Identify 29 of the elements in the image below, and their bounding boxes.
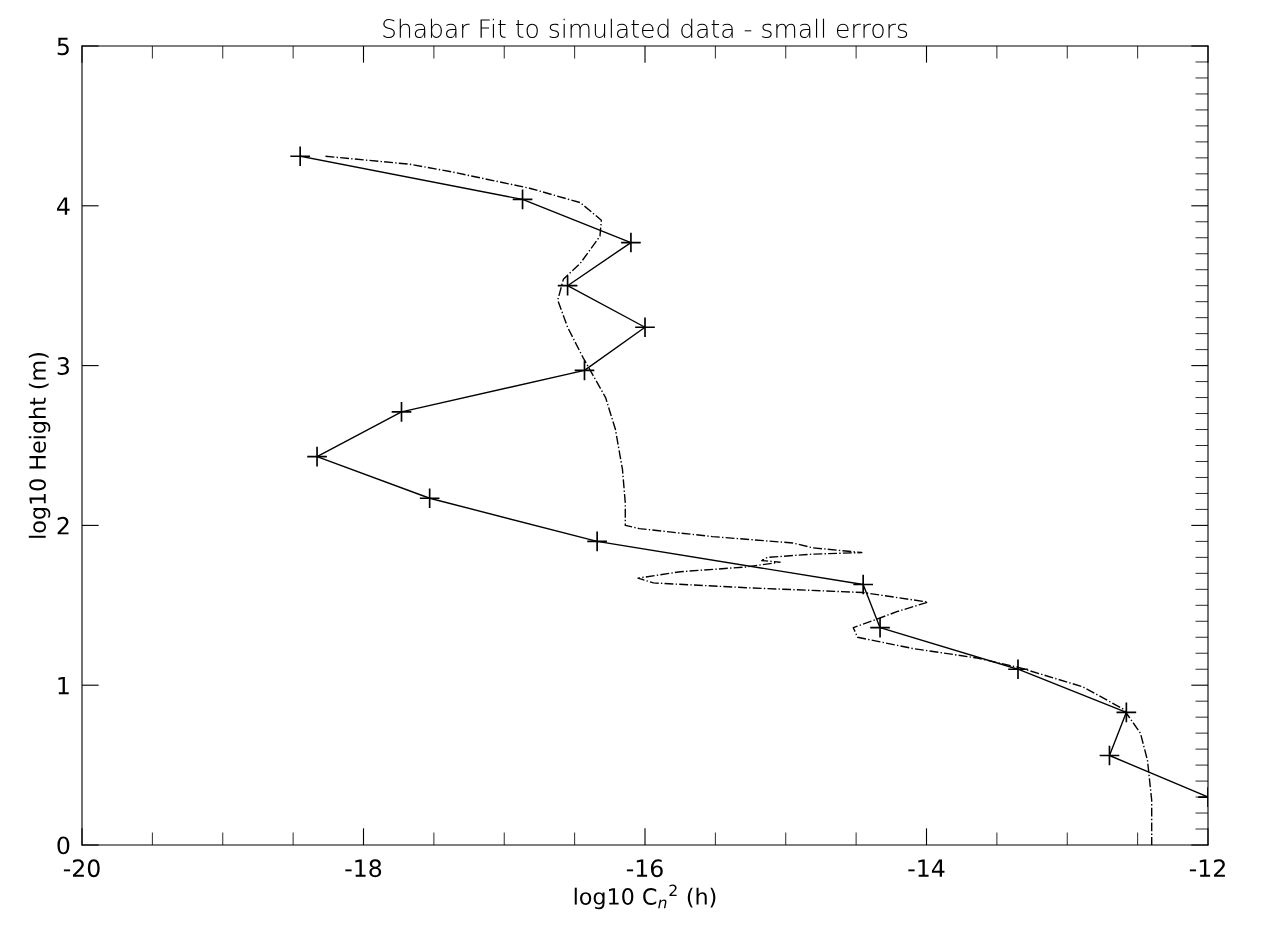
point bbox=[390, 401, 413, 423]
point bbox=[1007, 658, 1029, 680]
point bbox=[1098, 744, 1121, 767]
point bbox=[511, 188, 534, 211]
x-tick-label: -14 bbox=[908, 859, 945, 877]
point bbox=[573, 359, 596, 382]
point bbox=[634, 316, 656, 338]
chart-title: Shabar Fit to simulated data - small errors bbox=[383, 18, 908, 39]
point bbox=[289, 145, 311, 167]
x-tick-label: -20 bbox=[63, 859, 100, 878]
point bbox=[586, 530, 608, 553]
y-tick-label: 5 bbox=[57, 37, 69, 56]
x-tick-label: -18 bbox=[345, 859, 382, 878]
x-axis-title: log10 C$_{n}$$^{2}$ (h) bbox=[574, 884, 716, 910]
point bbox=[852, 573, 874, 596]
y-tick-label: 3 bbox=[57, 357, 69, 375]
y-tick-label: 1 bbox=[58, 676, 69, 695]
point bbox=[869, 617, 891, 639]
point bbox=[620, 231, 642, 254]
point bbox=[418, 487, 441, 509]
point bbox=[1115, 701, 1138, 724]
point bbox=[306, 446, 328, 468]
y-axis-title: log10 Height (m) bbox=[28, 353, 51, 538]
x-tick-label: -12 bbox=[1189, 859, 1225, 877]
y-tick-label: 0 bbox=[57, 836, 70, 855]
point bbox=[556, 275, 579, 297]
y-tick-label: 4 bbox=[57, 197, 70, 215]
y-tick-label: 2 bbox=[57, 516, 69, 535]
x-tick-label: -16 bbox=[626, 859, 663, 878]
